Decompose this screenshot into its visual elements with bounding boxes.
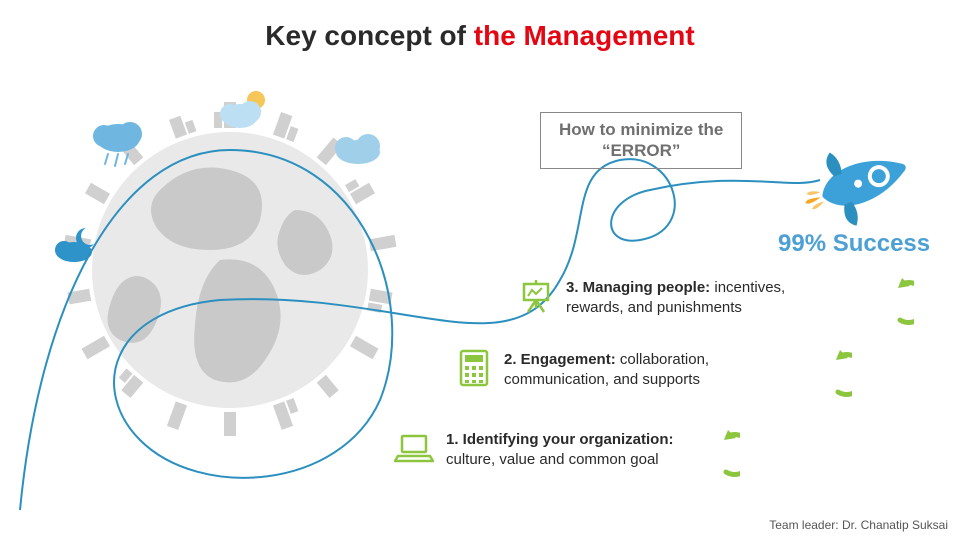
laptop-icon	[394, 430, 434, 466]
title-red: the Management	[474, 20, 695, 51]
moon-cloud-icon	[52, 222, 104, 269]
success-label: 99% Success	[778, 230, 930, 258]
curve-arrow-icon	[870, 278, 914, 333]
rain-cloud-icon	[90, 118, 150, 179]
cloud-icon	[330, 128, 386, 171]
calculator-icon	[456, 350, 492, 386]
page-title: Key concept of the Management	[0, 20, 960, 52]
step-3-text: 3. Managing people: incentives, rewards,…	[566, 278, 808, 319]
callout-line1: How to minimize the	[559, 119, 723, 140]
step-1-text: 1. Identifying your organization: cultur…	[446, 430, 684, 471]
sun-cloud-icon	[218, 88, 274, 137]
step-2-text: 2. Engagement: collaboration, communicat…	[504, 350, 746, 391]
curve-arrow-icon	[808, 350, 852, 405]
step-2: 2. Engagement: collaboration, communicat…	[456, 350, 746, 391]
step-3: 3. Managing people: incentives, rewards,…	[518, 278, 808, 319]
footer-credit: Team leader: Dr. Chanatip Suksai	[769, 518, 948, 532]
curve-arrow-icon	[696, 430, 740, 485]
easel-icon	[518, 278, 554, 314]
error-callout: How to minimize the “ERROR”	[540, 112, 742, 169]
title-dark: Key concept of	[265, 20, 473, 51]
callout-line2: “ERROR”	[559, 140, 723, 161]
rocket-icon	[800, 138, 920, 233]
step-1: 1. Identifying your organization: cultur…	[394, 430, 684, 471]
